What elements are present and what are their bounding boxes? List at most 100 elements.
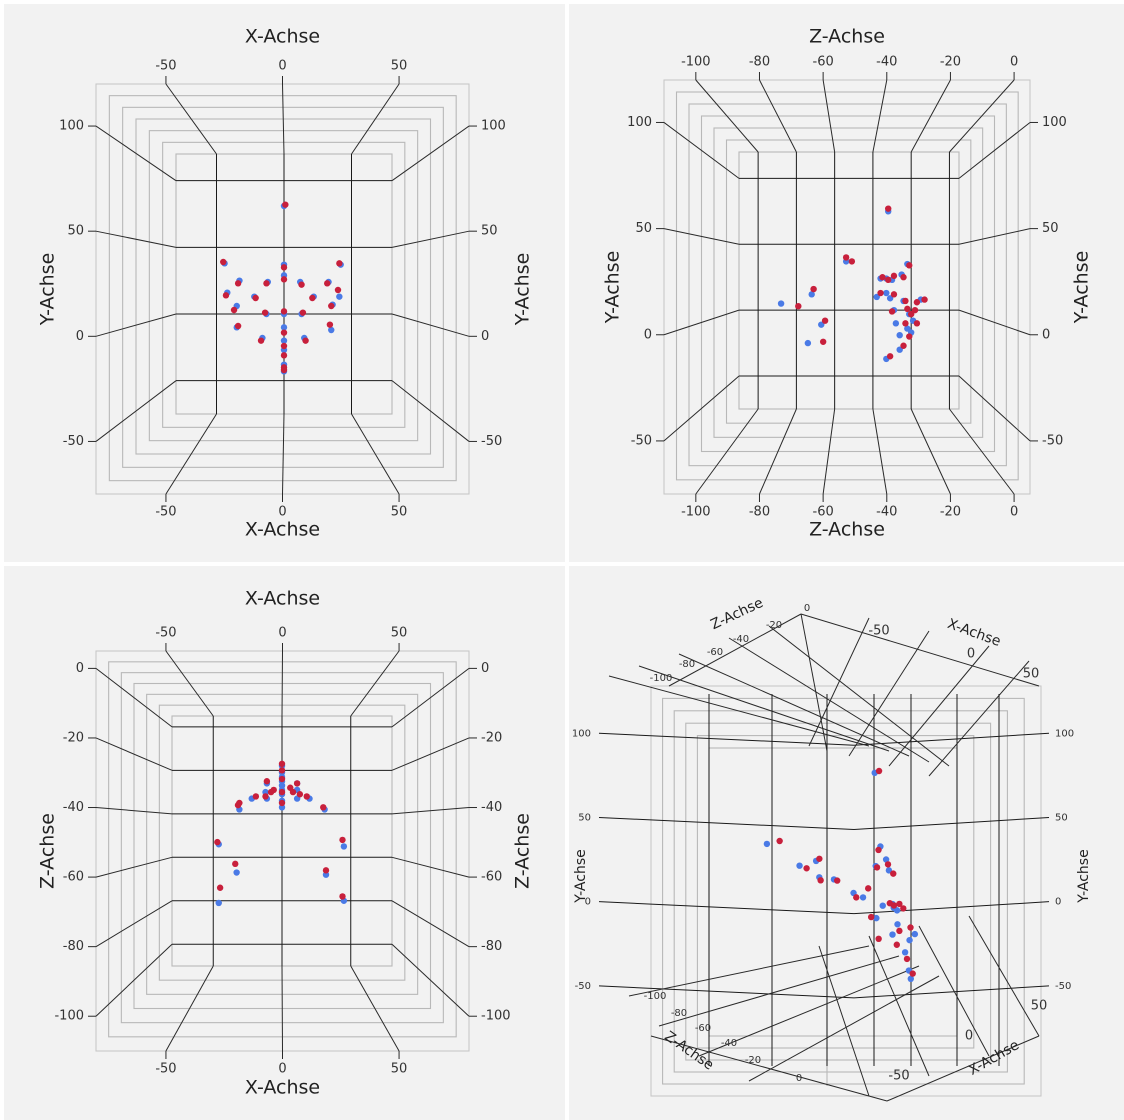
data-point-red	[281, 329, 287, 335]
z-tick-label-bottom: -60	[695, 1023, 711, 1034]
x-tick-label-bottom: 50	[1031, 999, 1048, 1014]
z-tick-label-top: -100	[650, 673, 673, 684]
data-point-red	[906, 333, 912, 339]
data-point-red	[904, 306, 910, 312]
z-tick-label-top: -80	[679, 659, 695, 670]
data-point-red	[258, 337, 264, 343]
data-point-red	[843, 254, 849, 260]
data-point-red	[887, 900, 893, 906]
y-tick-label-right: 100	[481, 119, 506, 134]
data-point-red	[896, 928, 902, 934]
data-point-red	[865, 885, 871, 891]
z-tick-label-bottom: -100	[644, 991, 667, 1002]
data-point-red	[902, 320, 908, 326]
data-point-red	[268, 789, 274, 795]
data-point-red	[290, 789, 296, 795]
data-point-red	[220, 259, 226, 265]
data-point-red	[875, 936, 881, 942]
data-point-red	[302, 337, 308, 343]
y-tick-label-right: 100	[1055, 728, 1074, 739]
y-tick-label-left: 50	[578, 812, 591, 823]
y-tick-label-left: 100	[572, 728, 591, 739]
data-point-blue	[912, 931, 918, 937]
data-point-red	[231, 307, 237, 313]
y-axis-title-left: Y-Achse	[37, 253, 59, 327]
data-point-blue	[893, 320, 899, 326]
data-point-red	[817, 877, 823, 883]
data-point-red	[281, 276, 287, 282]
y-tick-label-left: 50	[635, 221, 652, 236]
y-tick-label-right: -60	[481, 870, 502, 885]
x-axis-title-bottom: X-Achse	[245, 1077, 320, 1099]
y-tick-label-left: -80	[63, 939, 84, 954]
y-tick-label-right: -50	[1042, 433, 1063, 448]
panel-x-y: -50 -50 0 0 50 50 100 100 50 50 0 0 -50 -50 X-Achse X-A…	[4, 4, 565, 562]
data-point-red	[874, 864, 880, 870]
z-tick-label-top: -20	[766, 620, 782, 631]
data-point-blue	[883, 290, 889, 296]
x-axis-title-top: X-Achse	[245, 588, 320, 610]
data-point-red	[803, 865, 809, 871]
data-point-red	[300, 309, 306, 315]
chart-svg: -50 -50 0 0 50 50 -100 -100 -80 -80 -60 -60 -40 -40 -2…	[4, 566, 565, 1120]
x-tick-label-top: -80	[749, 55, 770, 70]
data-point-red	[323, 867, 329, 873]
y-tick-label-right: 50	[1055, 812, 1068, 823]
data-point-red	[908, 311, 914, 317]
y-tick-label-right: -80	[481, 939, 502, 954]
data-point-red	[263, 280, 269, 286]
y-tick-label-left: -40	[63, 800, 84, 815]
data-point-red	[816, 856, 822, 862]
chart-svg: 100 10050 500 0-50 -50-100-80-60-40-200-5005…	[569, 566, 1124, 1120]
z-tick-label-bottom: -40	[721, 1038, 737, 1049]
y-tick-label-right: 0	[1055, 897, 1061, 908]
x-tick-label-bottom: 50	[391, 1062, 408, 1077]
data-point-blue	[805, 340, 811, 346]
z-tick-label-bottom: -80	[671, 1008, 687, 1019]
data-point-red	[327, 321, 333, 327]
x-tick-label-top: 50	[1023, 667, 1040, 682]
x-tick-label-top: -100	[681, 55, 711, 70]
y-tick-label-left: -100	[54, 1009, 84, 1024]
data-point-red	[339, 837, 345, 843]
panel-3d: 100 100 50 50 0 0 -50 -50 -100 -80 -60 -40 -20 0 -50 0 5…	[569, 566, 1124, 1120]
y-tick-label-left: 100	[59, 119, 84, 134]
z-tick-label-top: -60	[707, 647, 723, 658]
data-point-blue	[216, 900, 222, 906]
data-point-red	[282, 201, 288, 207]
data-point-red	[891, 291, 897, 297]
data-point-blue	[860, 894, 866, 900]
x-tick-label-top: -50	[155, 59, 176, 74]
data-point-red	[294, 780, 300, 786]
data-point-blue	[896, 332, 902, 338]
x-tick-label-top: 0	[967, 647, 975, 662]
data-point-red	[906, 262, 912, 268]
x-tick-label-bottom: -50	[155, 505, 176, 520]
y-tick-label-left: 0	[644, 327, 652, 342]
data-point-red	[279, 789, 285, 795]
data-point-red	[262, 309, 268, 315]
data-point-red	[776, 838, 782, 844]
data-point-red	[281, 264, 287, 270]
data-point-red	[335, 287, 341, 293]
data-point-blue	[341, 843, 347, 849]
data-point-blue	[764, 841, 770, 847]
y-tick-label-left: 100	[627, 115, 652, 130]
data-point-blue	[894, 921, 900, 927]
data-point-red	[914, 299, 920, 305]
data-point-red	[281, 343, 287, 349]
y-tick-label-right: 0	[481, 329, 489, 344]
x-axis-title-bottom: X-Achse	[966, 1037, 1022, 1079]
data-point-blue	[778, 300, 784, 306]
x-tick-label-bottom: 0	[278, 505, 286, 520]
data-point-red	[217, 885, 223, 891]
data-point-red	[279, 767, 285, 773]
x-tick-label-bottom: 0	[965, 1029, 973, 1044]
x-tick-label-bottom: -60	[813, 505, 834, 520]
data-point-red	[304, 793, 310, 799]
data-point-blue	[336, 293, 342, 299]
data-point-red	[876, 768, 882, 774]
y-tick-label-right: -50	[1055, 981, 1071, 992]
panel-z-y: -100 -100 -80 -80 -60 -60 -40 -40 -20 -20 0 0 100 100…	[569, 4, 1124, 562]
data-point-red	[900, 274, 906, 280]
